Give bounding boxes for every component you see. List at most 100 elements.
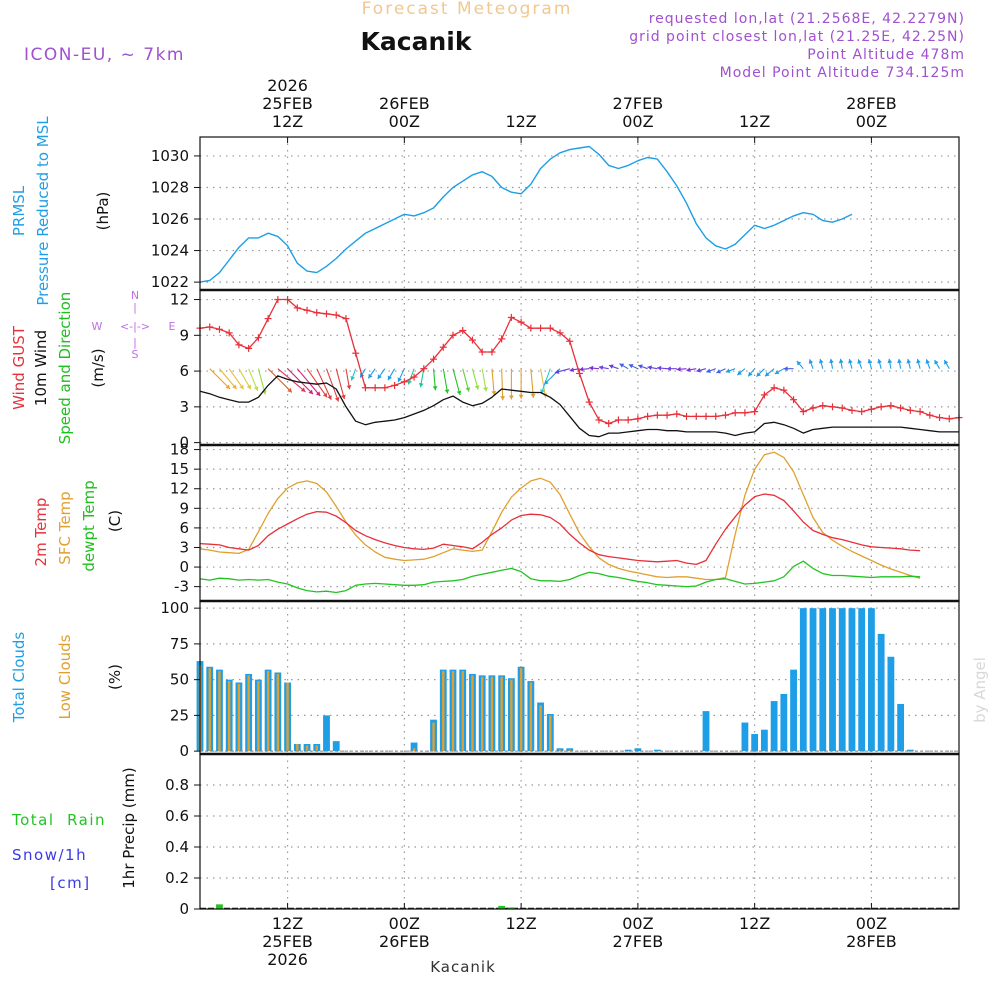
time-label-bottom: 25FEB [262, 932, 313, 951]
total-clouds-bar [887, 656, 895, 752]
wind-direction-arrow [747, 368, 756, 377]
wind-arrow-head [638, 364, 643, 369]
total-clouds-bar [809, 608, 817, 752]
wind-arrow-head [857, 359, 862, 364]
pressure-panel-frame [199, 136, 960, 291]
wind-gust-marker [361, 384, 369, 392]
wind-direction-arrow [335, 368, 346, 400]
wind-direction-arrow [248, 368, 259, 391]
wind-direction-arrow [774, 368, 785, 375]
location-title: Kacanik [361, 27, 473, 56]
wind-gust-marker [264, 315, 272, 323]
wind-direction-arrow [287, 368, 314, 395]
time-label-bottom: 12Z [272, 914, 303, 933]
wind-arrow-shaft [316, 368, 332, 401]
wind-10m-line [199, 375, 959, 438]
grid-point: grid point closest lon,lat (21.25E, 42.2… [629, 29, 965, 45]
total-clouds-bar [868, 608, 875, 752]
wind-gust-marker [235, 341, 243, 349]
wind-arrow-head [544, 380, 549, 385]
rain-bar [507, 907, 515, 909]
time-label-top: 2026 [267, 76, 308, 95]
wind-arrow-head [287, 387, 292, 393]
wind-gust-marker [507, 313, 515, 321]
wind-gust-marker [780, 386, 788, 394]
low-clouds-bar [568, 749, 571, 752]
wind-direction-arrow [764, 368, 775, 377]
wind-arrow-head [509, 395, 514, 400]
clouds-ytick-label: 0 [179, 742, 189, 760]
low-clouds-bar [412, 748, 416, 752]
total-clouds-bar [858, 608, 866, 752]
wind-direction-arrow [481, 368, 488, 392]
wind-direction-arrow [325, 368, 340, 402]
wind-arrow-shaft [296, 368, 321, 397]
temp-unit-label: (C) [106, 510, 124, 532]
wind-arrow-head [657, 365, 662, 371]
wind-gust-marker [624, 416, 632, 424]
wind-direction-arrow [756, 368, 765, 378]
wind-direction-arrow [897, 358, 902, 369]
total-clouds-bar [790, 669, 797, 752]
wind-direction-arrow [257, 368, 267, 395]
wind-direction-arrow [848, 358, 853, 369]
pressure-ytick-label: 1030 [151, 147, 189, 165]
wind-direction-arrow [296, 368, 321, 397]
wind-direction-arrow [367, 368, 376, 379]
low-clouds-bar [519, 668, 523, 752]
total-clouds-bar [702, 711, 710, 752]
wind-direction-arrow [518, 368, 524, 399]
wind-gust-marker [527, 324, 535, 332]
wind-arrow-head [716, 369, 721, 374]
wind-gust-marker [391, 381, 399, 389]
compass-e: E [169, 320, 176, 333]
pressure-label-prmsl: PRMSL [10, 185, 28, 236]
wind-direction-arrow [783, 366, 794, 372]
wind-arrow-head [589, 365, 594, 371]
temperature-ytick-label: 18 [170, 441, 189, 459]
wind-direction-arrow [345, 368, 352, 390]
wind-gust-marker [673, 410, 681, 418]
wind-gust-marker [400, 378, 408, 386]
wind-direction-arrow [619, 363, 629, 370]
wind-arrow-head [676, 366, 681, 372]
wind-direction-arrow [530, 368, 536, 399]
pressure-line [199, 145, 853, 283]
wind-ytick-label: 9 [179, 326, 189, 344]
wind-gust-marker [459, 327, 467, 335]
wind-arrow-head [530, 393, 536, 398]
wind-arrow-shaft [530, 368, 534, 399]
wind-gust-marker [702, 412, 710, 420]
wind-direction-arrow [316, 368, 332, 401]
wind-speed-direction-label: Speed and Direction [56, 292, 74, 445]
model-label: ICON-EU, ~ 7km [24, 45, 185, 65]
time-label-top: 12Z [272, 112, 303, 131]
total-clouds-bar [653, 749, 661, 752]
wind-gust-marker [352, 349, 360, 357]
wind-gust-marker [342, 315, 350, 323]
wind-arrow-head [346, 385, 352, 390]
wind-direction-arrow [598, 365, 609, 370]
wind-direction-arrow [442, 368, 450, 394]
wind-arrow-head [418, 382, 424, 388]
low-clouds-bar [529, 682, 533, 752]
time-label-top: 26FEB [379, 94, 430, 113]
precip-snow-unit-label: [cm] [50, 874, 91, 892]
low-clouds-bar [237, 683, 241, 752]
wind-arrow-head [465, 387, 471, 392]
wind-gust-marker [537, 324, 545, 332]
precip-panel-frame [199, 753, 960, 910]
low-clouds-bar [305, 745, 309, 752]
wind-arrow-head [829, 358, 834, 364]
precip-ytick-label: 0.6 [165, 807, 189, 825]
time-label-top: 28FEB [846, 94, 897, 113]
wind-gust-marker [293, 304, 301, 312]
low-clouds-bar [266, 671, 270, 752]
time-label-bottom: 00Z [389, 914, 420, 933]
wind-gust-marker [848, 406, 856, 414]
wind-direction-arrow [916, 358, 921, 369]
wind-gust-marker [838, 404, 846, 412]
temp-2m-label: 2m Temp [32, 498, 50, 567]
dewpt-temp-line [199, 560, 921, 594]
wind-gust-marker [897, 404, 905, 412]
